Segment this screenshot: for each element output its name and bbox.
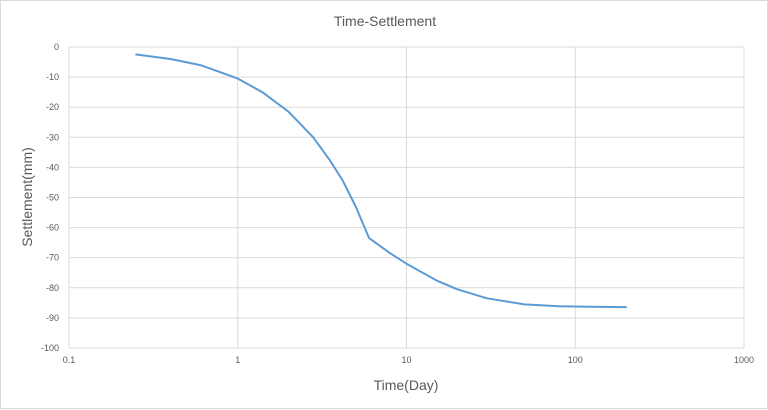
chart-title: Time-Settlement: [334, 13, 436, 29]
y-tick-label: -20: [46, 102, 59, 112]
y-tick-label: -80: [46, 283, 59, 293]
y-tick-label: -30: [46, 132, 59, 142]
y-axis-title: Settlement(mm): [19, 147, 35, 247]
y-tick-label: -40: [46, 162, 59, 172]
x-tick-label: 1000: [734, 355, 754, 365]
y-tick-label: -70: [46, 253, 59, 263]
y-tick-label: -60: [46, 223, 59, 233]
x-tick-label: 1: [235, 355, 240, 365]
settlement-series-line: [136, 55, 626, 308]
y-tick-label: -100: [41, 343, 59, 353]
x-axis-title: Time(Day): [374, 377, 439, 393]
x-tick-label: 100: [568, 355, 583, 365]
y-tick-label: -90: [46, 313, 59, 323]
series-layer: [136, 54, 626, 307]
y-tick-label: -50: [46, 193, 59, 203]
gridlines: [69, 47, 744, 348]
y-tick-label: -10: [46, 72, 59, 82]
x-tick-label: 0.1: [63, 355, 76, 365]
y-tick-label: 0: [54, 42, 59, 52]
x-tick-label: 10: [401, 355, 411, 365]
tick-labels: 0 -10 -20 -30 -40 -50 -60 -70 -80 -90 -100 0.1 1 10 10…: [41, 42, 754, 365]
